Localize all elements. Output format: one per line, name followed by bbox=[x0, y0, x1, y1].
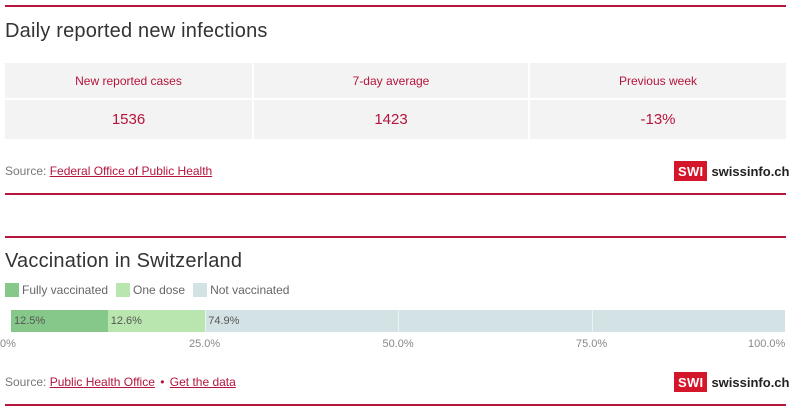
gridline-25 bbox=[204, 310, 206, 332]
legend-item-not-vaccinated: Not vaccinated bbox=[193, 283, 289, 297]
stat-column-previous-week: Previous week -13% bbox=[530, 63, 786, 139]
source-link-public-health-office[interactable]: Public Health Office bbox=[49, 375, 155, 389]
legend-item-fully: Fully vaccinated bbox=[5, 283, 108, 297]
gridline-50 bbox=[398, 310, 399, 332]
stat-value-previous-week: -13% bbox=[530, 100, 786, 139]
bar-label-not-vaccinated: 74.9% bbox=[208, 315, 240, 327]
vaccination-legend: Fully vaccinated One dose Not vaccinated bbox=[5, 283, 297, 297]
source-separator: • bbox=[160, 375, 165, 389]
bar-segment-not-vaccinated: 74.9% bbox=[205, 310, 785, 332]
stat-header-7day-average: 7-day average bbox=[254, 63, 528, 98]
legend-label-one-dose: One dose bbox=[133, 283, 186, 297]
x-tick-label-100: 100.0% bbox=[748, 338, 786, 350]
bar-segment-one-dose: 12.6% bbox=[107, 310, 206, 332]
legend-swatch-fully bbox=[5, 283, 19, 297]
swi-badge: SWI bbox=[674, 161, 708, 181]
x-tick-label-50: 50.0% bbox=[382, 338, 414, 350]
infections-stats-table: New reported cases 1536 7-day average 14… bbox=[5, 63, 786, 139]
swissinfo-wordmark: swissinfo.ch bbox=[711, 374, 790, 390]
bar-segment-fully-vaccinated: 12.5% bbox=[11, 310, 108, 332]
legend-label-fully: Fully vaccinated bbox=[22, 283, 109, 297]
source-label: Source: bbox=[5, 164, 47, 178]
section2-bottom-divider bbox=[5, 404, 786, 406]
get-the-data-link[interactable]: Get the data bbox=[169, 375, 236, 389]
stat-header-new-cases: New reported cases bbox=[5, 63, 252, 98]
vaccination-stacked-bar: 12.5% 12.6% 74.9% bbox=[11, 310, 785, 332]
top-divider bbox=[5, 5, 786, 7]
gridline-75 bbox=[591, 310, 593, 332]
section1-bottom-divider bbox=[5, 193, 786, 195]
infections-source: Source: Federal Office of Public Health bbox=[5, 164, 212, 178]
source-label: Source: bbox=[5, 375, 47, 389]
infections-title: Daily reported new infections bbox=[5, 20, 268, 42]
swissinfo-wordmark: swissinfo.ch bbox=[711, 163, 790, 179]
x-tick-label-25: 25.0% bbox=[189, 338, 221, 350]
legend-swatch-one-dose bbox=[116, 283, 131, 297]
vaccination-title: Vaccination in Switzerland bbox=[5, 250, 243, 272]
bar-label-fully-vaccinated: 12.5% bbox=[14, 315, 46, 327]
swissinfo-logo[interactable]: SWI swissinfo.ch bbox=[674, 372, 789, 392]
vaccination-source: Source: Public Health Office • Get the d… bbox=[5, 375, 236, 389]
swi-badge: SWI bbox=[674, 372, 708, 392]
legend-label-not-vaccinated: Not vaccinated bbox=[210, 283, 290, 297]
section2-top-divider bbox=[5, 236, 786, 238]
stat-value-7day-average: 1423 bbox=[254, 100, 528, 139]
swissinfo-logo[interactable]: SWI swissinfo.ch bbox=[674, 161, 789, 181]
stat-header-previous-week: Previous week bbox=[530, 63, 786, 98]
x-tick-label-0: 0% bbox=[0, 338, 16, 350]
stat-value-new-cases: 1536 bbox=[5, 100, 252, 139]
x-tick-label-75: 75.0% bbox=[576, 338, 608, 350]
stat-column-7day-average: 7-day average 1423 bbox=[254, 63, 528, 139]
legend-item-one-dose: One dose bbox=[116, 283, 185, 297]
bar-label-one-dose: 12.6% bbox=[110, 315, 142, 327]
stat-column-new-cases: New reported cases 1536 bbox=[5, 63, 252, 139]
legend-swatch-not-vaccinated bbox=[193, 283, 208, 297]
source-link-foph[interactable]: Federal Office of Public Health bbox=[49, 164, 213, 178]
